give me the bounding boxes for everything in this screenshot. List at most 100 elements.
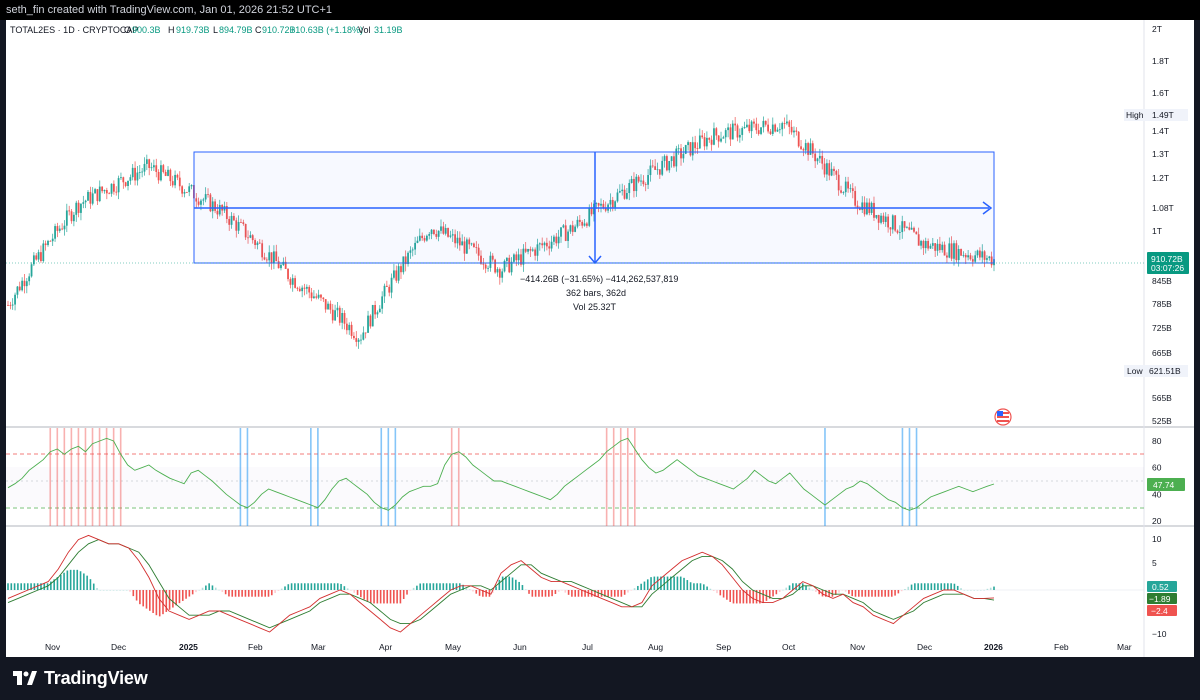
candle-body: [152, 165, 155, 168]
macd-hist-bar: [102, 590, 105, 591]
candle-body: [894, 215, 897, 231]
chart-area[interactable]: TOTAL2ES · 1D · CRYPTOCAP O 900.3B H 919…: [6, 20, 1194, 657]
low-value-bg: [1148, 365, 1188, 377]
rsi-oversold-bar: [380, 428, 383, 526]
macd-hist-bar: [172, 590, 174, 608]
macd-hist-bar: [923, 583, 926, 590]
candle-body: [329, 303, 332, 310]
candle-body: [487, 267, 489, 269]
macd-hist-bar: [432, 583, 435, 590]
macd-hist-bar: [336, 583, 339, 590]
candlestick-series[interactable]: [7, 114, 995, 349]
macd-hist-bar: [26, 583, 29, 590]
macd-hist-bar: [369, 590, 372, 604]
macd-hist-bar: [435, 583, 438, 590]
range-arrow-head-right: [982, 201, 993, 215]
macd-hist-bar: [884, 590, 886, 597]
rsi-pane[interactable]: 80 60 40 20 47.74: [6, 428, 1185, 526]
chart-svg[interactable]: TOTAL2ES · 1D · CRYPTOCAP O 900.3B H 919…: [6, 20, 1194, 657]
rsi-overbought-bar: [77, 428, 80, 526]
candle-body: [677, 148, 680, 150]
tradingview-brand[interactable]: TradingView: [12, 667, 148, 689]
candle-body: [395, 270, 398, 281]
time-tick-label: Mar: [1117, 642, 1132, 652]
candle-body: [957, 248, 960, 261]
legend-h-value: 919.73B: [176, 25, 210, 35]
macd-hist-bar: [116, 590, 118, 591]
rsi-oversold-bar: [394, 428, 397, 526]
candle-body: [89, 191, 92, 204]
candle-body: [708, 137, 711, 140]
candle-body: [684, 145, 687, 154]
candle-body: [647, 175, 649, 185]
price-tick-label: 785B: [1152, 299, 1172, 309]
macd-hist-bar: [989, 587, 992, 590]
candle-body: [597, 203, 600, 206]
macd-hist-bar: [231, 590, 234, 597]
candle-body: [830, 168, 833, 176]
credit-text: seth_fin created with TradingView.com, J…: [6, 4, 333, 16]
candle-body: [736, 125, 739, 138]
candle-body: [425, 235, 428, 241]
macd-hist-bar: [122, 590, 125, 591]
candle-body: [976, 250, 979, 256]
macd-hist-bar: [501, 576, 504, 590]
candle-body: [470, 243, 473, 245]
candle-body: [385, 285, 388, 287]
macd-hist-bar: [544, 590, 547, 597]
time-tick-label: Feb: [1054, 642, 1069, 652]
macd-hist-bar: [475, 590, 478, 594]
macd-hist-bar: [881, 590, 883, 597]
candle-body: [534, 249, 537, 256]
candle-body: [809, 143, 812, 155]
rsi-line[interactable]: [7, 437, 995, 511]
candle-body: [112, 183, 115, 192]
rsi-oversold-bar: [310, 428, 312, 526]
candle-body: [11, 304, 14, 306]
candle-body: [823, 163, 826, 175]
macd-hist-bar: [449, 583, 451, 590]
us-event-marker-icon[interactable]: [994, 408, 1012, 426]
macd-hist-bar: [109, 590, 112, 591]
candle-body: [938, 243, 941, 251]
candle-body: [430, 229, 433, 235]
macd-signal-line[interactable]: [7, 539, 995, 629]
macd-hist-bar: [564, 590, 567, 593]
macd-hist-bar: [663, 576, 666, 590]
macd-hist-bar: [538, 590, 540, 597]
macd-hist-bar: [165, 590, 168, 612]
macd-hist-bar: [640, 583, 642, 590]
time-axis[interactable]: Nov Dec 2025 Feb Mar Apr May Jun Jul Aug Sep Oct Nov…: [45, 642, 1132, 652]
macd-hist-bar: [521, 585, 524, 590]
candle-body: [818, 155, 821, 159]
candle-body: [18, 286, 21, 291]
time-tick-label: 2025: [179, 642, 198, 652]
candle-body: [635, 176, 638, 192]
candle-body: [953, 243, 955, 259]
candle-body: [270, 252, 273, 264]
candle-body: [273, 251, 275, 264]
candle-body: [465, 239, 468, 254]
candle-body: [757, 130, 760, 134]
macd-hist-bar: [158, 590, 161, 617]
macd-line[interactable]: [7, 534, 995, 633]
macd-hist-bar: [963, 590, 966, 591]
price-axis[interactable]: 2T 1.8T 1.6T 1.4T 1.3T 1.2T 1.08T 1T 845B 785B 725…: [1152, 24, 1174, 426]
candle-body: [750, 121, 753, 132]
macd-hist-bar: [782, 589, 784, 591]
macd-hist-bar: [465, 587, 468, 590]
candle-body: [675, 148, 678, 167]
range-measure-tool[interactable]: −414.26B (−31.65%) −414,262,537,819 362 …: [193, 151, 995, 312]
candle-body: [891, 215, 894, 230]
macd-pane[interactable]: 10 5 −10 0.52 −1.89 −2.4: [6, 534, 1177, 639]
rsi-overbought-bar: [63, 428, 66, 526]
macd-hist-bar: [676, 576, 679, 590]
candle-body: [25, 281, 28, 287]
macd-hist-bar: [986, 588, 989, 590]
macd-hist-bar: [567, 590, 570, 595]
legend-c-value: 910.72B: [262, 25, 296, 35]
macd-hist-bar: [280, 588, 283, 590]
candle-body: [849, 188, 852, 190]
macd-hist-bar: [630, 590, 633, 591]
macd-hist-bar: [313, 583, 316, 590]
